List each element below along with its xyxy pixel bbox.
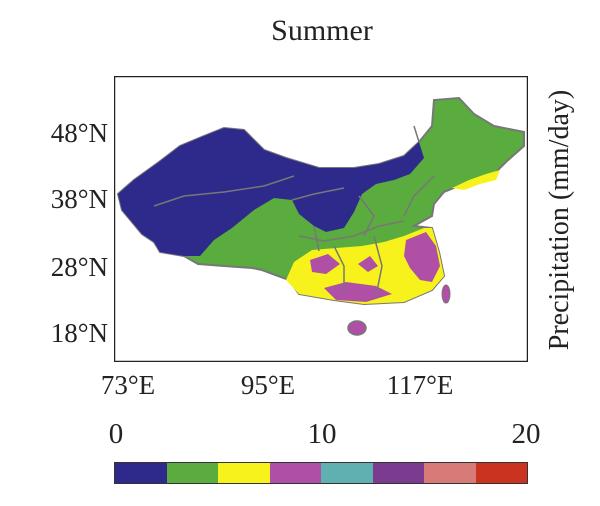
colorbar-tick-0: 0 xyxy=(108,418,124,450)
precipitation-map xyxy=(114,76,528,362)
colorbar-tick-10: 10 xyxy=(307,418,337,450)
map-title: Summer xyxy=(271,14,373,47)
colorbar-segment-4 xyxy=(321,463,373,483)
colorbar-segment-0 xyxy=(115,463,167,483)
region-magenta-3 xyxy=(310,254,340,274)
lat-label-18: 18°N xyxy=(50,318,108,348)
lat-label-48: 48°N xyxy=(50,118,108,148)
lon-label-73: 73°E xyxy=(100,370,156,400)
region-yellow-ne xyxy=(452,170,500,190)
lon-label-117: 117°E xyxy=(386,370,454,400)
colorbar-segment-6 xyxy=(424,463,476,483)
lat-label-38: 38°N xyxy=(50,184,108,214)
region-magenta-4 xyxy=(358,256,378,272)
taiwan-island xyxy=(441,284,451,304)
province-borders xyxy=(153,125,435,297)
lon-label-95: 95°E xyxy=(240,370,296,400)
colorbar-segment-7 xyxy=(475,463,527,483)
colorbar-axis-label: Precipitation (mm/day) xyxy=(544,89,575,351)
region-magenta-2 xyxy=(324,282,392,302)
hainan-island xyxy=(347,320,367,336)
colorbar-segment-5 xyxy=(372,463,424,483)
colorbar-segment-3 xyxy=(269,463,321,483)
region-blue xyxy=(118,128,424,256)
colorbar-segment-1 xyxy=(166,463,218,483)
colorbar-segment-2 xyxy=(218,463,270,483)
colorbar xyxy=(114,462,528,484)
colorbar-tick-20: 20 xyxy=(511,418,541,450)
region-magenta-1 xyxy=(404,232,440,282)
lat-label-28: 28°N xyxy=(50,252,108,282)
